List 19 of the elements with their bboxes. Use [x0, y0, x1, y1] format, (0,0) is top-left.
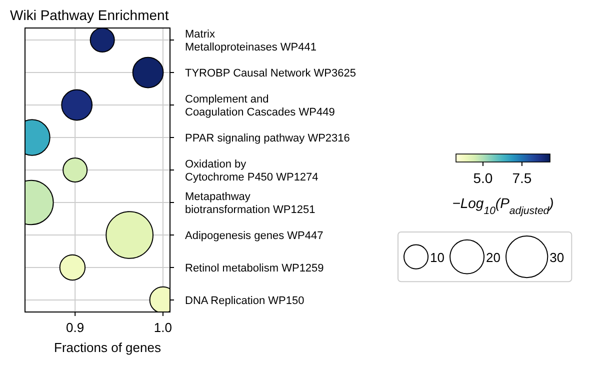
y-tick-label: Complement and Coagulation Cascades WP449 — [185, 94, 335, 119]
color-bar-label: 7.5 — [512, 170, 532, 186]
legend-label: 20 — [486, 250, 500, 265]
x-tick-label: 0.9 — [66, 320, 84, 335]
y-tick-label: PPAR signaling pathway WP2316 — [185, 132, 350, 145]
y-tick-label: DNA Replication WP150 — [185, 294, 304, 307]
y-tick-label: Adipogenesis genes WP447 — [185, 230, 324, 242]
y-tick-label: TYROBP Causal Network WP3625 — [185, 68, 356, 80]
y-tick-label: Retinol metabolism WP1259 — [185, 262, 324, 274]
y-tick-label: Metapathway biotransformation WP1251 — [185, 190, 316, 216]
y-tick-label: Oxidation by Cytochrome P450 WP1274 — [185, 158, 318, 184]
color-bar-title: −Log$_{10}$(P$_{adjusted}$) — [452, 195, 554, 217]
x-tick-label: 1.0 — [154, 320, 172, 335]
x-axis-title: Fractions of genes — [54, 340, 162, 355]
chart-title: Wiki Pathway Enrichment — [10, 7, 169, 23]
legend-label: 30 — [550, 250, 564, 265]
color-bar-label: 5.0 — [473, 170, 493, 186]
legend-label: 10 — [430, 250, 444, 265]
y-tick-label: Matrix Metalloproteinases WP441 — [185, 28, 316, 54]
